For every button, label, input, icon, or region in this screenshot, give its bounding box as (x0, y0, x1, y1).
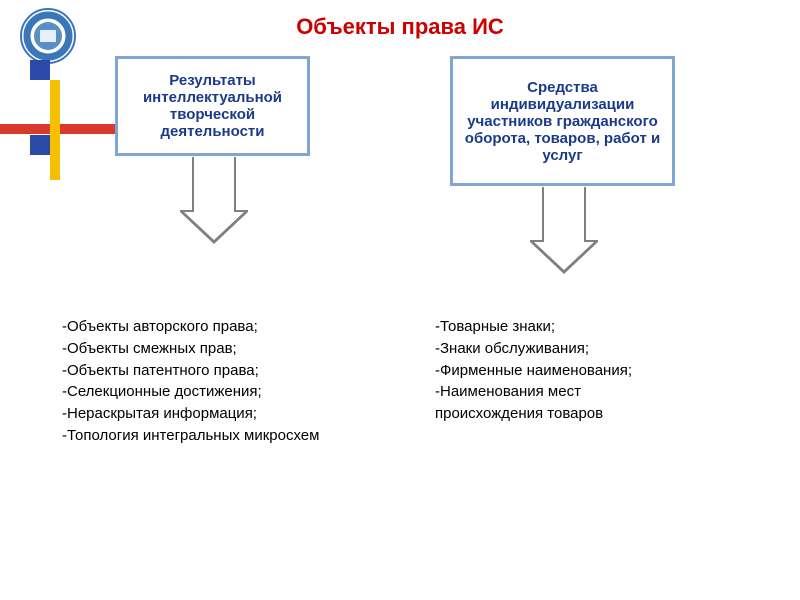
list-item: -Товарные знаки; (435, 316, 632, 338)
list-item: -Топология интегральных микросхем (62, 425, 319, 447)
list-item: -Объекты патентного права; (62, 360, 319, 382)
category-box-left-label: Результаты интеллектуальной творческой д… (128, 72, 297, 140)
decor-bar-blue-top (30, 60, 50, 80)
decor-bar-blue-bottom (30, 135, 50, 155)
list-item: происхождения товаров (435, 403, 632, 425)
down-arrow-right (530, 187, 598, 276)
list-item: -Фирменные наименования; (435, 360, 632, 382)
list-item: -Наименования мест (435, 381, 632, 403)
category-box-right-label: Средства индивидуализации участников гра… (463, 79, 662, 164)
category-box-left: Результаты интеллектуальной творческой д… (115, 56, 310, 156)
list-item: -Селекционные достижения; (62, 381, 319, 403)
item-list-left: -Объекты авторского права;-Объекты смежн… (62, 316, 319, 447)
slide-title: Объекты права ИС (0, 14, 800, 40)
list-item: -Знаки обслуживания; (435, 338, 632, 360)
decor-bar-yellow (50, 80, 60, 180)
category-box-right: Средства индивидуализации участников гра… (450, 56, 675, 186)
list-item: -Объекты смежных прав; (62, 338, 319, 360)
list-item: -Объекты авторского права; (62, 316, 319, 338)
down-arrow-left (180, 157, 248, 246)
list-item: -Нераскрытая информация; (62, 403, 319, 425)
item-list-right: -Товарные знаки;-Знаки обслуживания;-Фир… (435, 316, 632, 425)
